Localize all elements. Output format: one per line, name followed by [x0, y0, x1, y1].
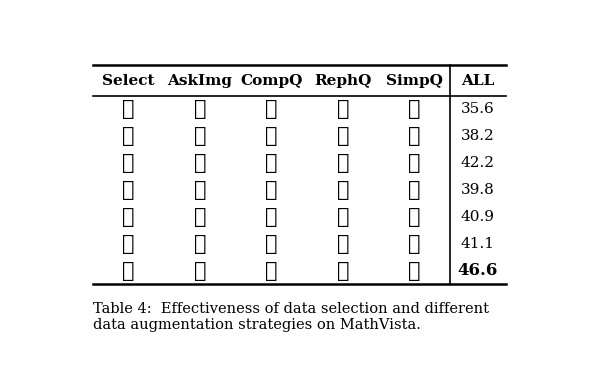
Text: CompQ: CompQ: [240, 74, 303, 88]
Text: ✗: ✗: [194, 207, 206, 227]
Text: ✗: ✗: [265, 234, 278, 254]
Text: ✓: ✓: [408, 234, 421, 254]
Text: ✗: ✗: [408, 153, 421, 173]
Text: ✓: ✓: [337, 261, 349, 281]
Text: ✗: ✗: [408, 207, 421, 227]
Text: ✓: ✓: [123, 261, 135, 281]
Text: 40.9: 40.9: [461, 210, 495, 224]
Text: ✗: ✗: [194, 180, 206, 200]
Text: RephQ: RephQ: [314, 74, 372, 88]
Text: ✗: ✗: [408, 126, 421, 146]
Text: ✗: ✗: [265, 153, 278, 173]
Text: ✓: ✓: [123, 180, 135, 200]
Text: ✗: ✗: [337, 153, 349, 173]
Text: ✓: ✓: [265, 261, 278, 281]
Text: 39.8: 39.8: [461, 183, 494, 197]
Text: ✗: ✗: [337, 99, 349, 119]
Text: 41.1: 41.1: [461, 237, 495, 251]
Text: ✗: ✗: [337, 234, 349, 254]
Text: 38.2: 38.2: [461, 129, 494, 143]
Text: ✗: ✗: [265, 99, 278, 119]
Text: ✗: ✗: [408, 180, 421, 200]
Text: ✗: ✗: [265, 207, 278, 227]
Text: ✗: ✗: [194, 99, 206, 119]
Text: ✓: ✓: [123, 126, 135, 146]
Text: SimpQ: SimpQ: [386, 74, 443, 88]
Text: ✗: ✗: [194, 234, 206, 254]
Text: ✓: ✓: [194, 261, 206, 281]
Text: ✓: ✓: [123, 207, 135, 227]
Text: ✗: ✗: [337, 180, 349, 200]
Text: Table 4:  Effectiveness of data selection and different
data augmentation strate: Table 4: Effectiveness of data selection…: [93, 302, 489, 332]
Text: ✓: ✓: [408, 261, 421, 281]
Text: ✓: ✓: [194, 153, 206, 173]
Text: ✓: ✓: [123, 153, 135, 173]
Text: 35.6: 35.6: [461, 102, 494, 116]
Text: ✓: ✓: [123, 234, 135, 254]
Text: ✗: ✗: [337, 126, 349, 146]
Text: 46.6: 46.6: [458, 262, 498, 279]
Text: ✓: ✓: [265, 180, 278, 200]
Text: 42.2: 42.2: [461, 156, 495, 170]
Text: ALL: ALL: [461, 74, 494, 88]
Text: AskImg: AskImg: [168, 74, 233, 88]
Text: Select: Select: [102, 74, 155, 88]
Text: ✗: ✗: [123, 99, 135, 119]
Text: ✓: ✓: [337, 207, 349, 227]
Text: ✗: ✗: [194, 126, 206, 146]
Text: ✗: ✗: [408, 99, 421, 119]
Text: ✗: ✗: [265, 126, 278, 146]
